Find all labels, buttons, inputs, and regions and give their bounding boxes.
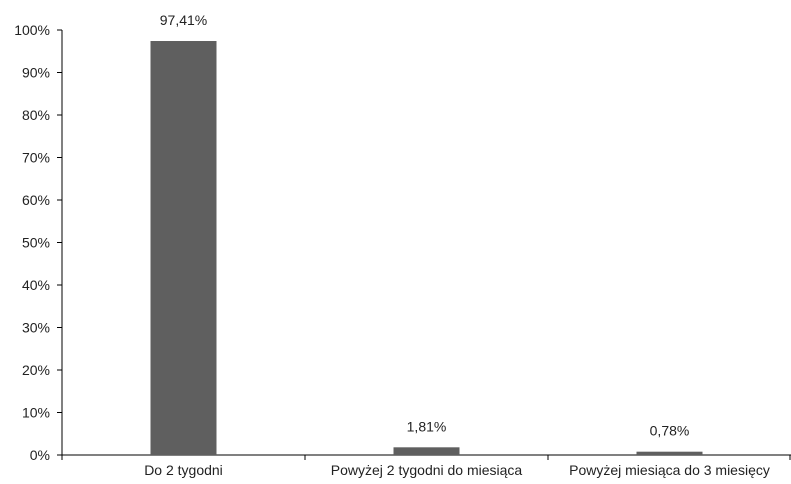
bars	[150, 41, 703, 455]
data-label: 1,81%	[407, 418, 447, 434]
y-tick-label: 80%	[22, 107, 50, 123]
y-tick-label: 40%	[22, 277, 50, 293]
y-tick-label: 0%	[30, 447, 50, 463]
y-tick-label: 20%	[22, 362, 50, 378]
y-tick-label: 70%	[22, 150, 50, 166]
y-tick-label: 30%	[22, 320, 50, 336]
data-label: 0,78%	[650, 423, 690, 439]
y-tick-label: 60%	[22, 192, 50, 208]
x-tick-label: Do 2 tygodni	[144, 462, 223, 478]
bar	[150, 41, 217, 455]
data-label: 97,41%	[160, 12, 207, 28]
x-tick-label: Powyżej miesiąca do 3 miesięcy	[569, 462, 770, 478]
y-axis: 0% 10% 20% 30% 40% 50% 60% 70% 80% 90% 100%	[14, 22, 63, 463]
y-tick-label: 90%	[22, 65, 50, 81]
bar	[393, 447, 460, 455]
y-tick-label: 50%	[22, 235, 50, 251]
y-tick-label: 10%	[22, 405, 50, 421]
y-tick-label: 100%	[14, 22, 50, 38]
x-axis: Do 2 tygodni Powyżej 2 tygodni do miesiąc…	[61, 454, 791, 478]
x-tick-label: Powyżej 2 tygodni do miesiąca	[331, 462, 523, 478]
data-labels: 97,41% 1,81% 0,78%	[160, 12, 690, 439]
bar	[636, 451, 703, 455]
